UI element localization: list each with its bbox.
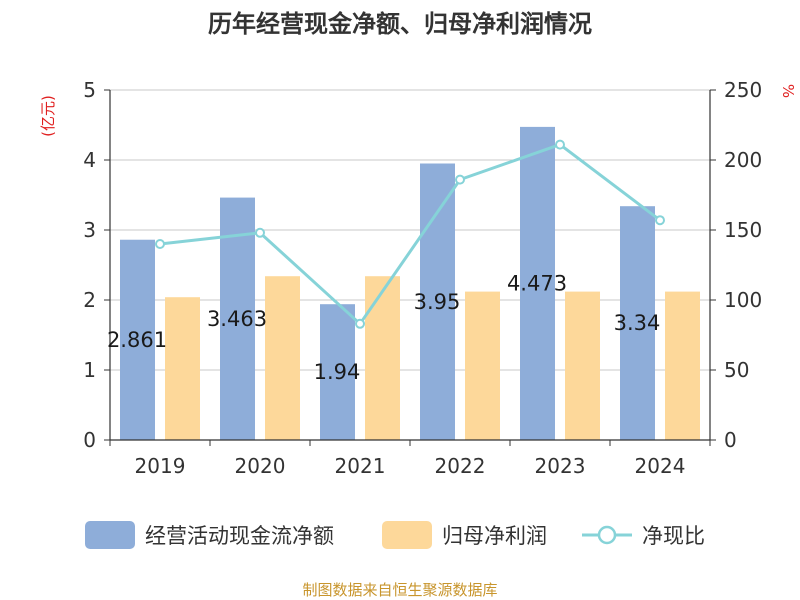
- cashflow-data-label: 4.473: [507, 271, 567, 295]
- cashflow-bar: [520, 126, 555, 440]
- cashflow-data-label: 3.463: [207, 307, 267, 331]
- legend-swatch-net-profit: [382, 521, 432, 549]
- net-profit-bar: [265, 276, 300, 440]
- left-axis-tick-label: 3: [83, 218, 96, 242]
- cashflow-bar: [120, 239, 155, 440]
- right-axis-unit: %: [779, 84, 797, 98]
- cashflow-bar: [320, 304, 355, 440]
- ratio-point: [355, 318, 365, 329]
- right-axis-tick-label: 0: [724, 428, 737, 452]
- right-axis-tick-label: 100: [724, 288, 762, 312]
- left-axis-tick-label: 0: [83, 428, 96, 452]
- left-axis-tick-label: 1: [83, 358, 96, 382]
- legend-label-ratio: 净现比: [642, 524, 705, 548]
- left-axis-unit: (亿元): [39, 95, 57, 137]
- legend-swatch-ratio-marker: [597, 525, 617, 545]
- left-axis-tick-label: 2: [83, 288, 96, 312]
- cashflow-data-label: 2.861: [107, 328, 167, 352]
- left-axis-tick-label: 5: [83, 78, 96, 102]
- ratio-point: [555, 139, 565, 150]
- right-axis-tick-label: 150: [724, 218, 762, 242]
- x-axis-tick-label: 2021: [335, 454, 386, 478]
- legend-label-net-profit: 归母净利润: [442, 524, 547, 548]
- gridlines: [110, 89, 710, 371]
- x-axis-tick-label: 2024: [635, 454, 686, 478]
- ratio-point: [255, 227, 265, 238]
- right-axis-tick-label: 50: [724, 358, 749, 382]
- net-profit-bar: [165, 297, 200, 440]
- bar-series: [120, 126, 700, 440]
- legend-swatch-cashflow: [85, 521, 135, 549]
- cashflow-data-label: 1.94: [314, 360, 361, 384]
- source-note: 制图数据来自恒生聚源数据库: [302, 581, 497, 599]
- chart-title: 历年经营现金净额、归母净利润情况: [208, 10, 592, 38]
- ratio-line-series: [155, 139, 665, 329]
- net-profit-bar: [665, 291, 700, 440]
- cashflow-data-label: 3.95: [414, 290, 461, 314]
- left-axis-tick-label: 4: [83, 148, 96, 172]
- ratio-line: [159, 142, 661, 327]
- x-axis-tick-label: 2020: [235, 454, 286, 478]
- right-axis-tick-label: 200: [724, 148, 762, 172]
- net-profit-bar: [465, 291, 500, 440]
- ratio-point: [155, 239, 165, 249]
- x-axis-tick-label: 2022: [435, 454, 486, 478]
- data-labels: 2.861 3.463 1.94 3.95 4.473 3.34: [107, 271, 660, 384]
- net-profit-bar: [565, 291, 600, 440]
- x-axis-tick-label: 2019: [135, 454, 186, 478]
- ratio-point: [455, 174, 465, 185]
- right-axis-tick-label: 250: [724, 78, 762, 102]
- legend-label-cashflow: 经营活动现金流净额: [145, 524, 334, 548]
- cashflow-bar: [620, 206, 655, 440]
- legend: 经营活动现金流净额 归母净利润 净现比: [85, 521, 705, 549]
- ratio-point: [655, 215, 665, 226]
- net-profit-bar: [365, 276, 400, 440]
- x-axis-tick-label: 2023: [535, 454, 586, 478]
- cashflow-data-label: 3.34: [614, 311, 661, 335]
